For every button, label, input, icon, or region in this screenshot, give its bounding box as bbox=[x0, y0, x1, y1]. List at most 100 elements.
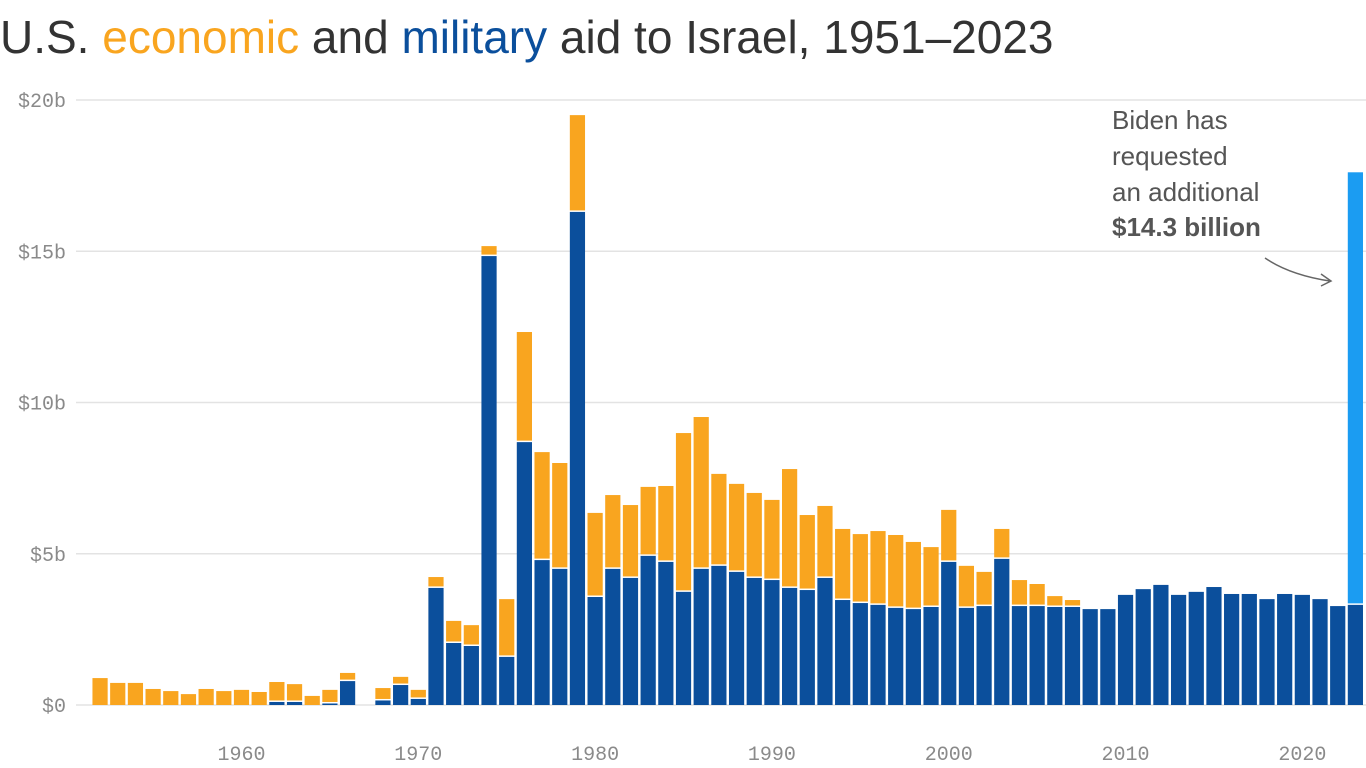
bar-military bbox=[1259, 599, 1275, 705]
bar-military bbox=[1312, 599, 1328, 705]
annotation: requested bbox=[1112, 141, 1228, 171]
bar-military bbox=[746, 577, 762, 705]
bar-economic bbox=[233, 689, 250, 705]
bar-military bbox=[481, 256, 497, 705]
legend-military: military bbox=[401, 11, 547, 63]
bar-economic bbox=[463, 625, 479, 645]
title-part: aid to Israel, 1951–2023 bbox=[560, 11, 1054, 63]
bar-military bbox=[711, 565, 727, 705]
bar-economic bbox=[127, 682, 144, 705]
bar-military bbox=[852, 603, 868, 705]
bar-economic bbox=[587, 512, 603, 596]
title-part: U.S. bbox=[0, 11, 89, 63]
bar-economic bbox=[817, 505, 833, 577]
bar-economic bbox=[782, 469, 798, 587]
bar-economic bbox=[393, 676, 409, 684]
bar-economic bbox=[304, 695, 320, 705]
title-part: and bbox=[312, 11, 389, 63]
bar-military bbox=[410, 698, 426, 705]
bar-military bbox=[958, 607, 975, 705]
bar-economic bbox=[145, 688, 161, 705]
bar-military bbox=[1117, 594, 1134, 705]
annotation: an additional bbox=[1112, 177, 1259, 207]
x-tick-label: 1990 bbox=[748, 744, 796, 767]
bar-military bbox=[1224, 593, 1240, 705]
bar-military bbox=[605, 568, 621, 705]
bar-economic bbox=[428, 577, 444, 587]
bar-military bbox=[1170, 594, 1187, 705]
y-tick-label: $20b bbox=[18, 91, 66, 114]
bar-military bbox=[322, 703, 338, 705]
bar-military bbox=[888, 607, 904, 705]
bar-economic bbox=[481, 246, 497, 255]
bar-request bbox=[1347, 172, 1363, 604]
bar-economic bbox=[198, 688, 214, 705]
x-tick-label: 2020 bbox=[1278, 744, 1326, 767]
bar-economic bbox=[516, 332, 532, 441]
bar-military bbox=[923, 606, 939, 705]
bar-economic bbox=[163, 691, 179, 705]
x-tick-label: 2000 bbox=[925, 744, 973, 767]
bar-military bbox=[1277, 593, 1293, 705]
x-tick-label: 1970 bbox=[394, 744, 442, 767]
bar-economic bbox=[905, 541, 921, 608]
bar-economic bbox=[852, 534, 868, 602]
y-tick-label: $0 bbox=[42, 696, 66, 719]
bar-economic bbox=[322, 689, 338, 702]
bar-military bbox=[534, 560, 550, 705]
bar-military bbox=[1294, 594, 1310, 705]
bar-military bbox=[499, 656, 515, 705]
bar-military bbox=[658, 561, 674, 705]
bar-economic bbox=[180, 694, 197, 705]
bar-military bbox=[1153, 584, 1169, 705]
bar-economic bbox=[410, 689, 426, 698]
bar-economic bbox=[693, 417, 709, 568]
bar-military bbox=[640, 555, 656, 705]
bar-economic bbox=[622, 505, 639, 577]
bar-military bbox=[269, 701, 285, 705]
bar-economic bbox=[552, 463, 568, 568]
bar-military bbox=[1082, 609, 1098, 705]
bar-military bbox=[463, 646, 479, 705]
bar-military bbox=[428, 587, 444, 705]
bar-economic bbox=[605, 495, 621, 568]
bar-economic bbox=[251, 691, 267, 705]
bar-military bbox=[393, 685, 409, 705]
bar-economic bbox=[888, 534, 904, 607]
bar-economic bbox=[711, 473, 727, 565]
bar-military bbox=[1241, 593, 1257, 705]
bar-military bbox=[1206, 587, 1222, 705]
bar-military bbox=[976, 606, 992, 705]
bar-economic bbox=[923, 547, 939, 606]
bar-economic bbox=[1011, 580, 1028, 605]
bar-economic bbox=[994, 528, 1010, 558]
bar-military bbox=[516, 442, 532, 705]
bar-economic bbox=[764, 499, 780, 579]
bar-military bbox=[587, 597, 603, 705]
bar-economic bbox=[269, 682, 285, 701]
y-tick-label: $10b bbox=[18, 394, 66, 417]
bar-military bbox=[994, 558, 1010, 705]
bar-economic bbox=[658, 485, 674, 561]
bar-military bbox=[1029, 606, 1045, 705]
bar-economic bbox=[446, 620, 462, 642]
bar-military bbox=[870, 604, 886, 705]
bar-economic bbox=[110, 682, 126, 705]
bar-economic bbox=[92, 678, 108, 705]
bar-military bbox=[693, 568, 709, 705]
bar-economic bbox=[870, 531, 886, 604]
bar-military bbox=[286, 701, 303, 705]
annotation-value: $14.3 billion bbox=[1112, 212, 1261, 242]
bar-economic bbox=[746, 492, 762, 577]
x-tick-label: 1980 bbox=[571, 744, 619, 767]
bar-military bbox=[835, 600, 851, 705]
grid: $0 $5b $10b $15b $20b 1960 1970 1980 1990 2000 201… bbox=[18, 91, 1366, 767]
bar-economic bbox=[976, 571, 992, 605]
bar-military bbox=[1047, 606, 1063, 705]
bar-economic bbox=[1047, 596, 1063, 606]
bar-military bbox=[817, 577, 833, 705]
bar-economic bbox=[286, 684, 303, 701]
bar-economic bbox=[339, 672, 356, 680]
bar-economic bbox=[835, 528, 851, 599]
